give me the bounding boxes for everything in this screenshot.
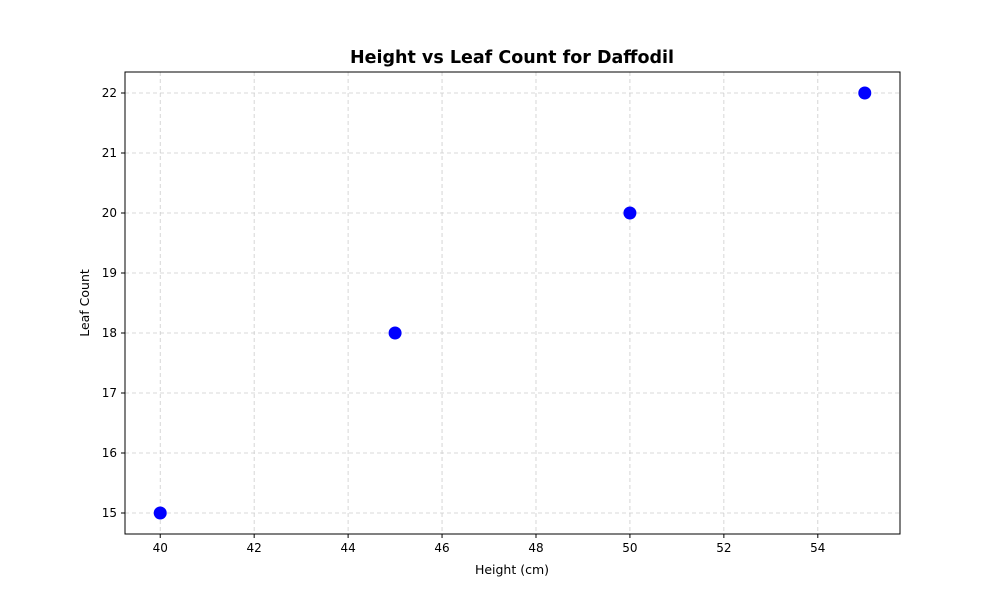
data-point bbox=[858, 86, 872, 100]
x-tick-label: 44 bbox=[340, 541, 355, 555]
y-tick-label: 20 bbox=[102, 206, 117, 220]
y-tick-label: 19 bbox=[102, 266, 117, 280]
y-axis-label: Leaf Count bbox=[77, 269, 92, 337]
x-tick-label: 48 bbox=[528, 541, 543, 555]
data-points bbox=[153, 86, 872, 520]
x-tick-label: 46 bbox=[434, 541, 449, 555]
y-axis-ticks: 15 16 17 18 19 20 21 22 bbox=[102, 86, 125, 520]
x-tick-label: 54 bbox=[810, 541, 825, 555]
x-axis-ticks: 40 42 44 46 48 50 52 54 bbox=[153, 534, 825, 555]
data-point bbox=[623, 206, 637, 220]
grid bbox=[125, 72, 900, 534]
y-tick-label: 15 bbox=[102, 506, 117, 520]
y-tick-label: 17 bbox=[102, 386, 117, 400]
y-tick-label: 18 bbox=[102, 326, 117, 340]
chart-title: Height vs Leaf Count for Daffodil bbox=[350, 48, 674, 68]
y-tick-label: 16 bbox=[102, 446, 117, 460]
x-axis-label: Height (cm) bbox=[475, 562, 549, 577]
y-tick-label: 21 bbox=[102, 146, 117, 160]
x-tick-label: 52 bbox=[716, 541, 731, 555]
x-tick-label: 42 bbox=[247, 541, 262, 555]
data-point bbox=[153, 506, 167, 520]
y-tick-label: 22 bbox=[102, 86, 117, 100]
data-point bbox=[388, 326, 402, 340]
x-tick-label: 50 bbox=[622, 541, 637, 555]
plot-frame bbox=[124, 71, 901, 535]
x-tick-label: 40 bbox=[153, 541, 168, 555]
